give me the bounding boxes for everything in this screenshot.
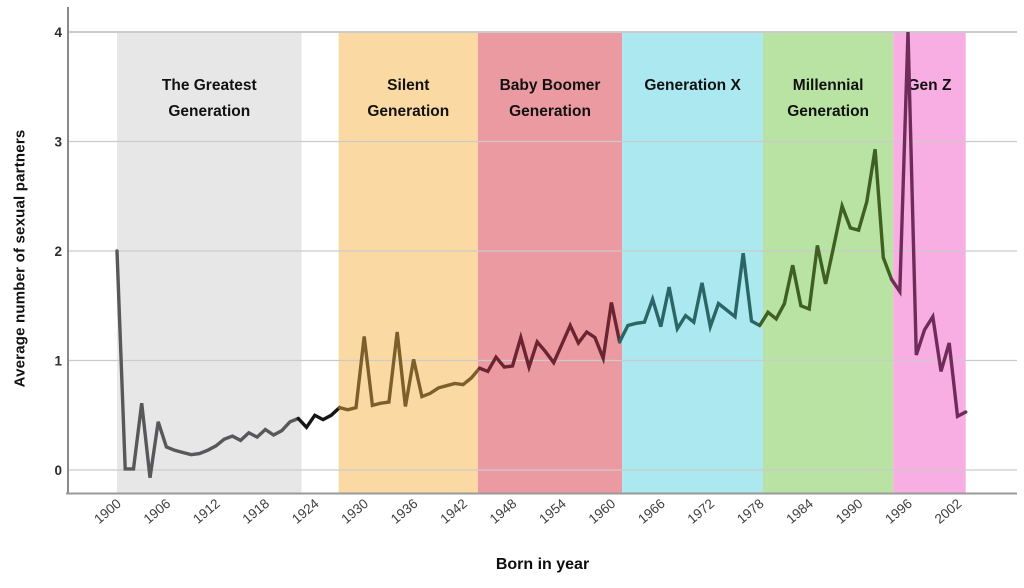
band-label-silent-generation-line1: Silent: [387, 77, 429, 94]
series-line-segment: [617, 252, 762, 344]
x-tick-label-2002: 2002: [932, 496, 965, 527]
x-tick-label-1918: 1918: [240, 496, 273, 527]
y-tick-label-1: 1: [54, 354, 62, 369]
x-tick-label-1972: 1972: [685, 496, 718, 527]
y-tick-label-0: 0: [54, 463, 62, 478]
band-generation-x: [622, 31, 764, 493]
x-tick-label-1906: 1906: [141, 496, 174, 527]
series-line-segment: [115, 249, 300, 478]
x-tick-label-1960: 1960: [586, 496, 619, 527]
x-axis-title: Born in year: [495, 556, 590, 573]
band-gen-z: [893, 31, 966, 493]
series-line-segment: [889, 31, 968, 419]
x-tick-label-1954: 1954: [536, 496, 569, 527]
x-tick-label-1966: 1966: [635, 496, 668, 527]
band-label-the-greatest-generation-line1: The Greatest: [162, 77, 257, 94]
band-label-baby-boomer-generation-line2: Generation: [509, 103, 591, 120]
y-tick-label-3: 3: [54, 135, 62, 150]
band-millennial-generation: [763, 31, 894, 493]
band-label-millennial-generation-line1: Millennial: [793, 77, 864, 94]
x-tick-label-1936: 1936: [388, 496, 421, 527]
x-tick-label-1948: 1948: [487, 496, 520, 527]
x-tick-label-1978: 1978: [734, 496, 767, 527]
x-tick-label-1924: 1924: [289, 496, 322, 527]
band-label-millennial-generation-line2: Generation: [787, 103, 869, 120]
band-label-the-greatest-generation-line2: Generation: [168, 103, 250, 120]
series-line-segment: [296, 405, 342, 431]
x-tick-label-1900: 1900: [91, 496, 124, 527]
x-tick-label-1912: 1912: [190, 496, 223, 527]
band-silent-generation: [338, 31, 478, 493]
y-tick-label-4: 4: [54, 25, 62, 40]
x-tick-label-1990: 1990: [833, 496, 866, 527]
series-line-segment: [758, 148, 894, 328]
x-tick-label-1930: 1930: [338, 496, 371, 527]
y-tick-label-2: 2: [54, 244, 62, 259]
x-tick-label-1942: 1942: [437, 496, 470, 527]
band-label-gen-z-line1: Gen Z: [908, 77, 952, 94]
band-baby-boomer-generation: [477, 31, 623, 493]
band-label-baby-boomer-generation-line1: Baby Boomer: [500, 77, 601, 94]
series-line-segment: [337, 331, 482, 412]
band-label-silent-generation-line2: Generation: [367, 103, 449, 120]
x-tick-label-1996: 1996: [882, 496, 915, 527]
band-label-generation-x-line1: Generation X: [644, 77, 741, 94]
x-tick-label-1984: 1984: [783, 496, 816, 527]
band-the-greatest-generation: [117, 31, 302, 493]
series-line-segment: [477, 302, 622, 374]
